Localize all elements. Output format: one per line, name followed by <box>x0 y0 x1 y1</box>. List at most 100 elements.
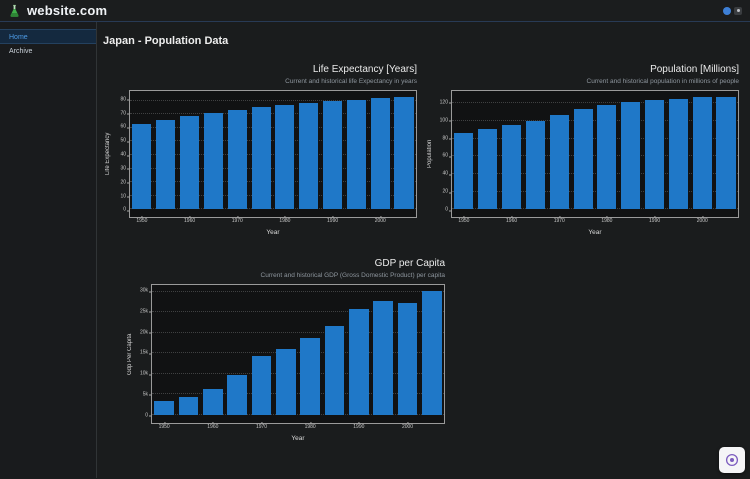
app-header: website.com <box>0 0 750 22</box>
grid-line <box>452 120 738 122</box>
x-tick-label: 1960 <box>506 216 518 224</box>
grid-line <box>130 181 416 183</box>
y-tick-label: 60 <box>442 152 451 159</box>
grid-line <box>130 99 416 101</box>
bar-slot <box>395 285 419 415</box>
x-tick-label: 1980 <box>279 216 291 224</box>
y-tick-label: 5k <box>142 391 152 398</box>
gray-dot-icon[interactable] <box>734 6 742 15</box>
y-tick-label: 30k <box>139 287 152 294</box>
sidebar-item-archive[interactable]: Archive <box>9 48 33 55</box>
flask-icon <box>8 4 21 18</box>
bar <box>132 123 152 210</box>
grid-line <box>130 140 416 142</box>
sidebar-item-home[interactable]: Home <box>0 29 96 44</box>
chart-title: Population [Millions] <box>650 64 739 75</box>
y-axis-label: Gdp Per Capita <box>127 333 133 375</box>
y-tick-label: 20 <box>120 179 129 186</box>
y-axis-ticks: 0 5k 10k 15k 20k 25k 30k <box>135 284 152 424</box>
bar-slot <box>643 91 667 210</box>
bar <box>299 102 319 210</box>
y-tick-label: 25k <box>139 308 152 315</box>
bar-slot <box>371 285 395 415</box>
header-actions <box>723 6 742 15</box>
bar <box>422 291 442 415</box>
x-tick-label: 1970 <box>553 216 565 224</box>
bar-slot <box>249 285 273 415</box>
bar <box>275 104 295 210</box>
chart-title: GDP per Capita <box>374 258 445 269</box>
bar-slot <box>476 91 500 210</box>
accessibility-widget-button[interactable] <box>719 447 745 473</box>
x-tick-label: 1980 <box>601 216 613 224</box>
bar <box>397 302 418 415</box>
x-tick-label: 1980 <box>304 422 316 430</box>
grid-line <box>152 311 444 313</box>
bar-slot <box>321 91 345 210</box>
bar-slot <box>322 285 346 415</box>
bar-slot <box>274 285 298 415</box>
y-tick-label: 70 <box>120 110 129 117</box>
bar <box>549 115 569 210</box>
x-tick-label: 2000 <box>374 216 386 224</box>
bar <box>716 96 736 210</box>
grid-line <box>152 290 444 292</box>
x-axis-label: Year <box>588 229 602 236</box>
bar-slot <box>392 91 416 210</box>
bar-slot <box>225 91 249 210</box>
grid-line <box>130 167 416 169</box>
chart-life-expectancy: Life Expectancy [Years] Current and hist… <box>103 64 419 236</box>
bar-slot <box>297 91 321 210</box>
bar <box>154 400 174 415</box>
bar-slot <box>500 91 524 210</box>
y-tick-label: 10k <box>139 370 152 377</box>
grid-line <box>130 126 416 128</box>
blue-dot-icon[interactable] <box>723 6 731 15</box>
bar-slot <box>154 91 178 210</box>
chart-title: Life Expectancy [Years] <box>312 64 417 75</box>
y-tick-label: 60 <box>120 123 129 130</box>
grid-line <box>152 352 444 354</box>
x-tick-label: 1990 <box>353 422 365 430</box>
bar <box>180 116 200 210</box>
bar <box>394 96 414 210</box>
grid-line <box>452 102 738 104</box>
y-tick-label: 80 <box>442 135 451 141</box>
y-tick-label: 20 <box>442 188 451 195</box>
bar-slot <box>368 91 392 210</box>
x-tick-label: 1960 <box>184 216 196 224</box>
bar <box>668 98 688 210</box>
y-tick-label: 40 <box>442 170 451 177</box>
bar-slot <box>152 285 176 415</box>
bars <box>152 285 444 415</box>
chart-subtitle: Current and historical GDP (Gross Domest… <box>260 272 445 279</box>
y-tick-label: 50 <box>120 137 129 144</box>
grid-line <box>152 393 444 395</box>
bar <box>621 102 641 210</box>
bar <box>156 120 176 210</box>
grid-line <box>452 155 738 157</box>
bar <box>373 301 393 415</box>
y-axis-ticks: 0 20 40 60 80 100 120 <box>435 90 452 218</box>
bar <box>645 99 665 210</box>
bar <box>370 98 390 210</box>
chart-gdp-per-capita: GDP per Capita Current and historical GD… <box>125 258 447 442</box>
y-tick-label: 0 <box>145 412 151 419</box>
y-tick-label: 100 <box>439 117 452 124</box>
x-tick-label: 1950 <box>158 422 170 430</box>
bar-slot <box>178 91 202 210</box>
grid-line <box>130 154 416 155</box>
bar <box>349 309 369 415</box>
grid-lines <box>130 91 416 217</box>
x-tick-label: 1950 <box>136 216 148 224</box>
grid-line <box>452 173 738 175</box>
bar-slot <box>344 91 368 210</box>
grid-line <box>152 331 444 333</box>
bar <box>525 120 545 210</box>
bar-slot <box>571 91 595 210</box>
y-tick-label: 30 <box>120 165 129 172</box>
chart-subtitle: Current and historical population in mil… <box>586 78 739 85</box>
grid-line <box>152 413 444 415</box>
bar-slot <box>690 91 714 210</box>
chart-row-bottom: GDP per Capita Current and historical GD… <box>125 258 750 442</box>
